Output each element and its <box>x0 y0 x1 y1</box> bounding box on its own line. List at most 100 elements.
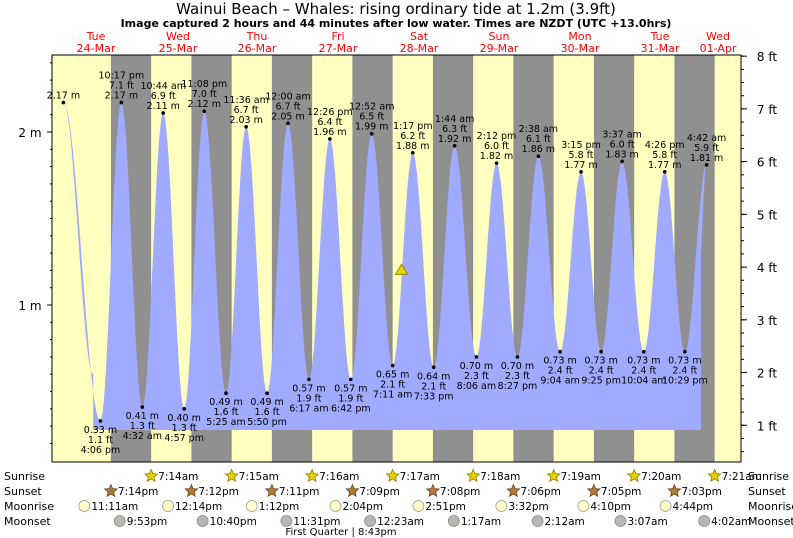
low-tide-m: 0.57 m <box>292 383 325 394</box>
low-tide-ft: 1.6 ft <box>213 407 238 418</box>
high-tide-marker <box>662 169 667 174</box>
moonset-icon <box>280 515 293 527</box>
day-date: 30-Mar <box>561 42 600 55</box>
moonset-time: 11:31pm <box>293 516 340 528</box>
moonrise-icon <box>577 500 590 512</box>
day-date: 28-Mar <box>400 42 439 55</box>
high-tide-marker <box>410 150 415 155</box>
day-date: 26-Mar <box>238 42 277 55</box>
day-date: 27-Mar <box>319 42 358 55</box>
low-tide-marker <box>558 349 562 354</box>
low-tide-ft: 1.9 ft <box>296 393 321 404</box>
sunrise-time: 7:15am <box>239 471 279 483</box>
moonset-time: 9:53pm <box>127 516 167 528</box>
moonrise-icon <box>495 500 508 512</box>
high-tide-ft: 6.0 ft <box>484 141 509 152</box>
day-of-week: Wed <box>706 30 730 43</box>
moonrise-time: 12:14pm <box>175 501 222 513</box>
high-tide-m: 1.81 m <box>690 153 723 164</box>
sunset-icon <box>184 483 199 498</box>
sunset-icon <box>264 483 280 498</box>
high-tide-ft: 7.1 ft <box>109 81 134 92</box>
day-of-week: Tue <box>650 30 670 43</box>
day-of-week: Sat <box>410 30 429 43</box>
moonrise-time: 1:12pm <box>259 501 299 513</box>
moonset-row-label-right: Moonset <box>748 515 793 528</box>
high-tide-time: 12:26 pm <box>307 107 353 118</box>
low-tide-time: 5:50 pm <box>247 417 287 428</box>
low-tide-time: 10:29 pm <box>662 376 708 387</box>
sunrise-time: 7:19am <box>561 471 601 483</box>
day-of-week: Sun <box>489 30 510 43</box>
day-date: 24-Mar <box>77 42 116 55</box>
sunrise-icon <box>466 468 481 483</box>
high-tide-time: 2:12 pm <box>477 131 517 142</box>
moonset-row-label-left: Moonset <box>4 515 51 528</box>
high-tide-marker <box>244 125 248 129</box>
low-tide-m: 0.49 m <box>250 397 283 408</box>
day-of-week: Mon <box>568 30 591 43</box>
high-tide-time: 1:17 pm <box>393 121 433 132</box>
high-tide-time: 3:15 pm <box>561 140 601 151</box>
right-tick-label: 4 ft <box>757 261 777 275</box>
high-tide-ft: 6.9 ft <box>151 91 176 102</box>
low-tide-ft: 2.1 ft <box>421 381 446 392</box>
high-tide-marker <box>119 100 124 105</box>
low-tide-m: 0.41 m <box>126 411 159 422</box>
moon-phase-label: First Quarter | 8:43pm <box>285 527 396 538</box>
high-tide-time: 10:17 pm <box>99 71 145 82</box>
low-tide-ft: 2.4 ft <box>589 366 614 377</box>
high-tide-m: 2.11 m <box>147 101 180 112</box>
moonrise-time: 2:51pm <box>425 501 465 513</box>
sunset-time: 7:03pm <box>681 486 721 498</box>
sunset-icon <box>586 483 602 498</box>
low-tide-time: 10:04 am <box>621 376 666 387</box>
chart-subtitle: Image captured 2 hours and 44 minutes af… <box>121 17 672 30</box>
sunset-time: 7:12pm <box>198 486 238 498</box>
right-tick-label: 2 ft <box>757 367 777 381</box>
chart-title: Wainui Beach – Whales: rising ordinary t… <box>176 0 616 18</box>
high-tide-marker <box>369 131 374 136</box>
high-tide-m: 2.17 m <box>47 91 80 102</box>
low-tide-time: 9:25 pm <box>581 376 621 387</box>
plot-frame <box>51 54 742 463</box>
moonset-icon <box>364 515 377 527</box>
moonset-time: 3:07am <box>627 516 667 528</box>
low-tide-m: 0.33 m <box>84 425 117 436</box>
moonset-icon <box>196 515 209 527</box>
high-tide-m: 1.92 m <box>438 134 471 145</box>
moonrise-row-label-right: Moonrise <box>748 500 793 513</box>
high-tide-marker <box>536 154 541 159</box>
moonset-time: 10:40pm <box>210 516 257 528</box>
moonrise-icon <box>245 500 258 512</box>
high-tide-ft: 6.7 ft <box>275 101 300 112</box>
current-tide-marker <box>394 263 409 275</box>
low-tide-m: 0.73 m <box>627 356 660 367</box>
high-tide-ft: 5.9 ft <box>694 143 719 154</box>
high-tide-time: 3:37 am <box>602 129 641 140</box>
moonrise-icon <box>329 500 342 512</box>
moonset-icon <box>698 515 711 527</box>
low-tide-m: 0.73 m <box>668 356 701 367</box>
low-tide-time: 9:04 am <box>540 376 579 387</box>
high-tide-marker <box>328 137 332 141</box>
low-tide-time: 7:11 am <box>373 390 412 401</box>
day-of-week: Tue <box>86 30 106 43</box>
high-tide-m: 1.82 m <box>480 151 513 162</box>
low-tide-ft: 1.3 ft <box>130 421 155 432</box>
sunrise-time: 7:18am <box>480 471 520 483</box>
high-tide-marker <box>620 159 624 164</box>
high-tide-marker <box>161 111 166 115</box>
high-tide-time: 4:26 pm <box>645 140 685 151</box>
high-tide-m: 1.88 m <box>396 141 429 152</box>
low-tide-ft: 2.4 ft <box>631 366 656 377</box>
moonset-icon <box>614 515 627 527</box>
moonrise-time: 4:44pm <box>673 501 713 513</box>
sunset-icon <box>103 483 119 498</box>
day-date: 25-Mar <box>159 42 198 55</box>
moonset-icon <box>113 515 126 527</box>
sunrise-time: 7:17am <box>400 471 440 483</box>
high-tide-ft: 6.7 ft <box>234 105 259 116</box>
low-tide-time: 5:25 am <box>206 417 245 428</box>
